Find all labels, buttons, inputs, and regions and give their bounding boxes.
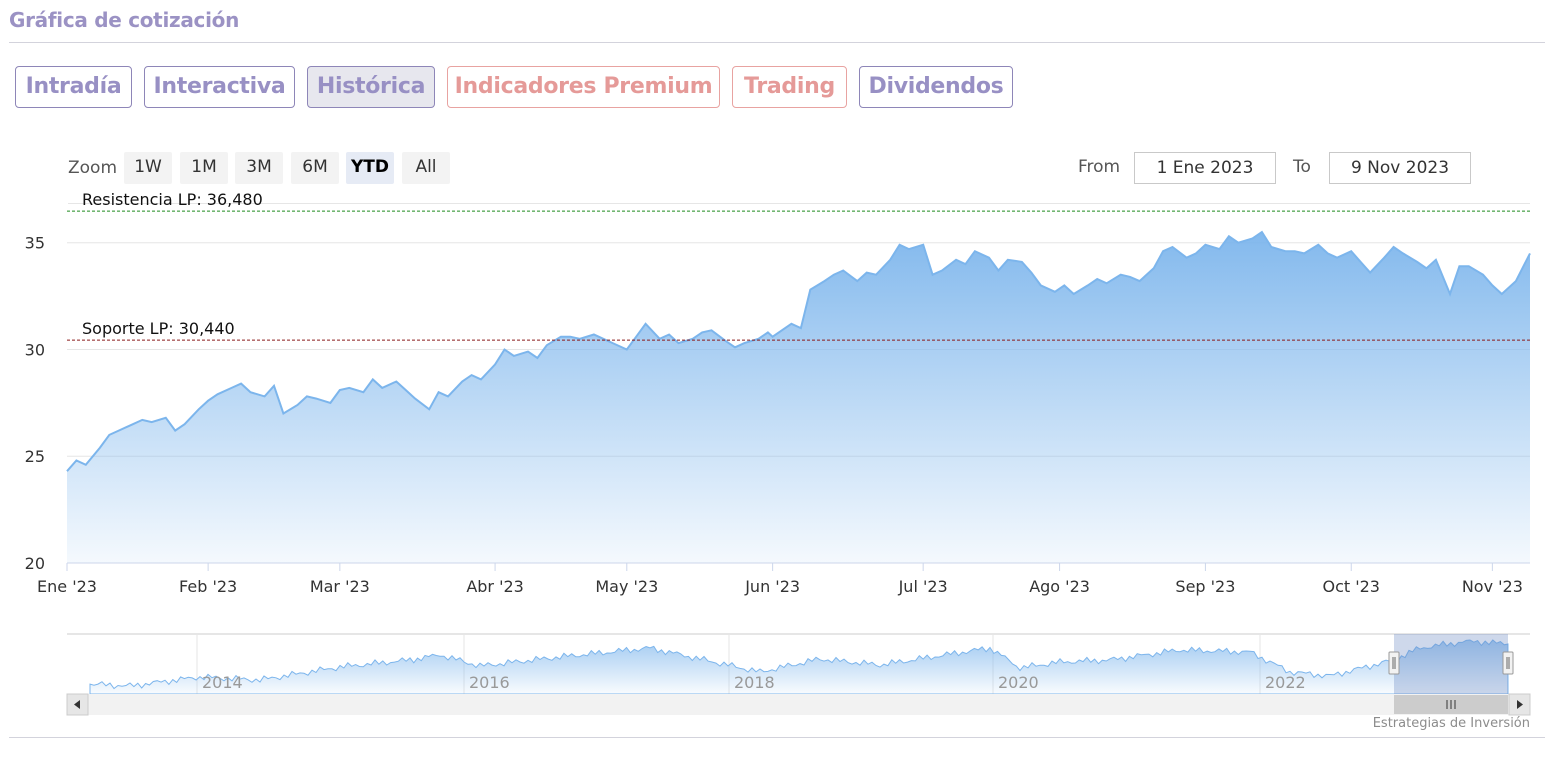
y-tick-label: 25 [25,447,45,466]
navigator-year-label: 2016 [469,673,510,692]
grip-icon [1446,700,1456,709]
zoom-3m-button[interactable]: 3M [235,152,283,184]
chart-credits[interactable]: Estrategias de Inversión [1372,716,1530,731]
from-label: From [1078,157,1121,177]
resistance-label: Resistencia LP: 36,480 [82,190,263,209]
tab-historica[interactable]: Histórica [307,66,435,108]
tab-trading[interactable]: Trading [732,66,847,108]
navigator-year-label: 2018 [734,673,775,692]
zoom-label: Zoom [68,158,118,178]
from-date-input[interactable]: 1 Ene 2023 [1134,152,1276,184]
zoom-ytd-button[interactable]: YTD [346,152,394,184]
tab-indicadores-premium[interactable]: Indicadores Premium [447,66,720,108]
navigator-x-axis: 2014 2016 2018 2020 2022 [202,673,1306,692]
title-divider [9,42,1545,43]
x-tick-label: Oct '23 [1322,577,1380,596]
range-selector-divider [68,203,1530,204]
x-tick-label: Ago '23 [1029,577,1090,596]
x-axis: Ene '23 Feb '23 Mar '23 Abr '23 May '23 Jun '… [37,563,1523,596]
tab-dividendos[interactable]: Dividendos [859,66,1013,108]
x-tick-label: Feb '23 [179,577,237,596]
x-tick-label: May '23 [595,577,658,596]
tab-interactiva[interactable]: Interactiva [144,66,295,108]
navigator-selection-mask[interactable] [1394,634,1508,694]
y-axis: 20 25 30 35 [25,234,45,573]
tab-intradia[interactable]: Intradía [15,66,132,108]
navigator-year-label: 2014 [202,673,243,692]
zoom-6m-button[interactable]: 6M [291,152,339,184]
zoom-1m-button[interactable]: 1M [180,152,228,184]
navigator-area [89,639,1509,695]
scrollbar-track[interactable] [67,694,1530,715]
bottom-divider [9,737,1545,738]
x-tick-label: Nov '23 [1462,577,1523,596]
price-area [67,232,1530,563]
to-label: To [1293,157,1311,177]
chevron-left-icon [74,700,80,709]
navigator-year-label: 2020 [998,673,1039,692]
to-date-input[interactable]: 9 Nov 2023 [1329,152,1471,184]
plot-lines: Resistencia LP: 36,480 Soporte LP: 30,440 [67,190,1530,341]
zoom-all-button[interactable]: All [402,152,450,184]
y-tick-label: 30 [25,340,45,359]
navigator-year-label: 2022 [1265,673,1306,692]
x-tick-label: Ene '23 [37,577,97,596]
zoom-1w-button[interactable]: 1W [124,152,172,184]
navigator-right-handle[interactable] [1502,651,1514,675]
x-tick-label: Mar '23 [310,577,370,596]
x-tick-label: Jun '23 [744,577,800,596]
x-tick-label: Sep '23 [1175,577,1235,596]
y-tick-label: 20 [25,554,45,573]
support-label: Soporte LP: 30,440 [82,319,235,338]
price-line [66,230,1531,472]
navigator[interactable]: 2014 2016 2018 2020 2022 [67,633,1530,695]
navigator-left-handle[interactable] [1388,651,1400,675]
chevron-right-icon [1517,700,1523,709]
page-title: Gráfica de cotización [9,8,240,32]
y-tick-label: 35 [25,234,45,253]
x-tick-label: Abr '23 [466,577,524,596]
x-tick-label: Jul '23 [898,577,948,596]
scrollbar[interactable] [66,693,1531,716]
